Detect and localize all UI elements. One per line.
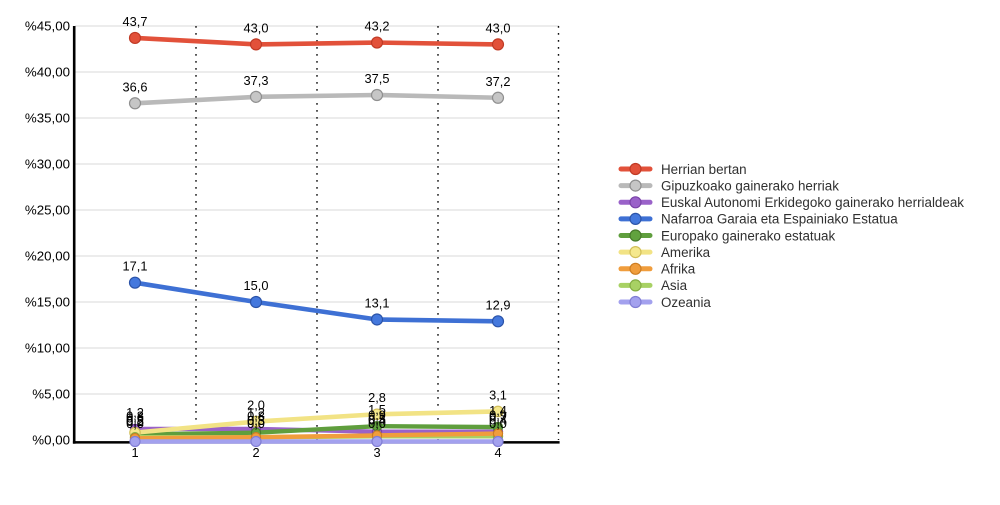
svg-text:2: 2 xyxy=(252,445,259,460)
svg-text:%15,00: %15,00 xyxy=(25,294,70,309)
svg-text:43,0: 43,0 xyxy=(244,20,269,35)
svg-text:Afrika: Afrika xyxy=(661,262,696,277)
svg-text:%35,00: %35,00 xyxy=(25,110,70,125)
svg-text:1,2: 1,2 xyxy=(126,405,144,420)
svg-text:%10,00: %10,00 xyxy=(25,340,70,355)
svg-text:0,3: 0,3 xyxy=(247,413,265,428)
svg-text:Amerika: Amerika xyxy=(661,245,711,260)
svg-text:37,3: 37,3 xyxy=(244,73,269,88)
svg-text:0,5: 0,5 xyxy=(368,411,386,426)
svg-text:0,0: 0,0 xyxy=(126,416,144,431)
svg-text:Nafarroa Garaia eta Espainiako: Nafarroa Garaia eta Espainiako Estatua xyxy=(661,212,898,227)
svg-text:0,0: 0,0 xyxy=(247,416,265,431)
svg-text:%0,00: %0,00 xyxy=(32,432,70,447)
svg-text:0,0: 0,0 xyxy=(368,416,386,431)
svg-text:43,2: 43,2 xyxy=(365,19,390,34)
svg-text:0,4: 0,4 xyxy=(368,412,386,427)
svg-text:0,8: 0,8 xyxy=(247,409,265,424)
svg-text:0,9: 0,9 xyxy=(368,408,386,423)
svg-text:Herrian bertan: Herrian bertan xyxy=(661,162,747,177)
svg-text:0,3: 0,3 xyxy=(247,413,265,428)
svg-text:12,9: 12,9 xyxy=(486,297,511,312)
svg-text:%40,00: %40,00 xyxy=(25,64,70,79)
svg-text:Europako gainerako estatuak: Europako gainerako estatuak xyxy=(661,228,836,243)
svg-text:43,0: 43,0 xyxy=(486,20,511,35)
svg-text:Ozeania: Ozeania xyxy=(661,295,711,310)
svg-text:43,7: 43,7 xyxy=(123,14,148,29)
svg-text:37,5: 37,5 xyxy=(365,71,390,86)
svg-text:37,2: 37,2 xyxy=(486,74,511,89)
svg-text:%45,00: %45,00 xyxy=(25,18,70,33)
svg-text:Asia: Asia xyxy=(661,278,688,293)
svg-text:0,6: 0,6 xyxy=(126,410,144,425)
svg-text:%20,00: %20,00 xyxy=(25,248,70,263)
svg-text:%5,00: %5,00 xyxy=(32,386,70,401)
svg-text:0,4: 0,4 xyxy=(489,412,507,427)
svg-text:1,2: 1,2 xyxy=(247,405,265,420)
svg-text:3: 3 xyxy=(373,445,380,460)
svg-text:36,6: 36,6 xyxy=(123,79,148,94)
svg-text:17,1: 17,1 xyxy=(123,259,148,274)
svg-text:15,0: 15,0 xyxy=(244,278,269,293)
svg-text:2,8: 2,8 xyxy=(368,390,386,405)
svg-text:0,3: 0,3 xyxy=(126,413,144,428)
svg-text:1,4: 1,4 xyxy=(489,403,507,418)
svg-text:0,8: 0,8 xyxy=(126,409,144,424)
svg-text:4: 4 xyxy=(494,445,501,460)
svg-text:0,7: 0,7 xyxy=(489,410,507,425)
svg-text:0,9: 0,9 xyxy=(489,408,507,423)
svg-text:2,0: 2,0 xyxy=(247,398,265,413)
svg-text:%25,00: %25,00 xyxy=(25,202,70,217)
svg-text:Gipuzkoako gainerako herriak: Gipuzkoako gainerako herriak xyxy=(661,178,839,193)
svg-text:%30,00: %30,00 xyxy=(25,156,70,171)
svg-text:3,1: 3,1 xyxy=(489,387,507,402)
svg-text:1: 1 xyxy=(131,445,138,460)
svg-text:Euskal Autonomi Erkidegoko gai: Euskal Autonomi Erkidegoko gainerako her… xyxy=(661,195,964,210)
svg-text:0,0: 0,0 xyxy=(489,416,507,431)
svg-text:1,5: 1,5 xyxy=(368,402,386,417)
svg-text:0,2: 0,2 xyxy=(126,414,144,429)
svg-text:13,1: 13,1 xyxy=(365,295,390,310)
